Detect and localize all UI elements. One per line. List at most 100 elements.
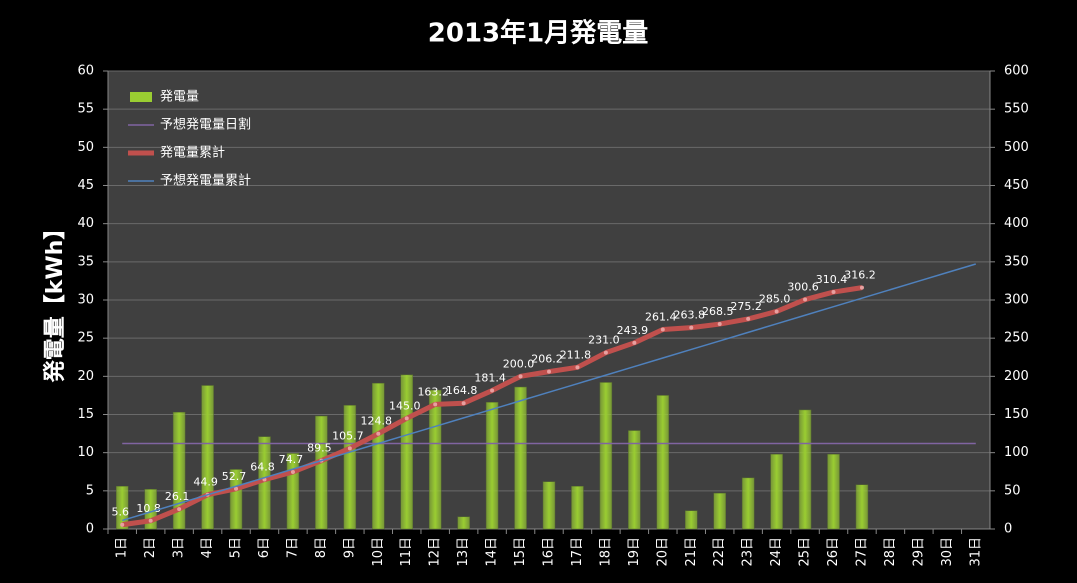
value-label: 275.2 [730,300,762,313]
x-tick-label: 8日 [314,537,329,558]
x-tick-label: 7日 [285,537,300,558]
marker [746,316,751,321]
marker [148,518,153,523]
y2-tick-label: 450 [1004,178,1029,193]
y-tick-label: 5 [86,483,94,498]
marker [803,297,808,302]
x-tick-label: 17日 [570,537,585,567]
y-tick-label: 50 [77,140,94,155]
x-tick-label: 3日 [172,537,187,558]
marker [347,446,352,451]
y-tick-label: 55 [77,102,94,117]
x-tick-label: 18日 [598,537,613,567]
value-label: 5.6 [111,506,129,519]
chart-title: 2013年1月発電量 [428,18,648,49]
bar [514,386,527,530]
value-label: 261.4 [645,310,677,323]
marker [120,522,125,527]
y-tick-label: 60 [77,64,94,79]
value-label: 163.2 [417,385,449,398]
bar [201,385,214,530]
bar [855,484,869,530]
bar [343,405,357,530]
value-label: 243.9 [617,324,649,337]
y2-tick-label: 150 [1004,407,1029,422]
x-tick-label: 10日 [371,537,386,567]
marker [490,388,495,393]
value-label: 145.0 [389,399,421,412]
legend-label: 発電量累計 [160,145,225,161]
value-label: 310.4 [816,273,848,286]
marker [547,369,551,374]
marker [660,327,665,332]
x-tick-label: 28日 [883,537,898,567]
y2-tick-label: 200 [1004,369,1029,384]
value-label: 211.8 [560,348,592,361]
x-tick-label: 15日 [513,537,528,567]
x-tick-label: 2日 [143,537,158,558]
y2-tick-label: 50 [1004,483,1021,498]
x-tick-label: 29日 [911,537,926,567]
bar [628,430,641,530]
value-label: 231.0 [588,334,620,347]
value-label: 10.8 [136,502,161,515]
x-tick-label: 22日 [712,537,727,567]
y-tick-label: 20 [77,369,94,384]
marker [575,365,580,370]
y-tick-label: 25 [77,331,94,346]
x-tick-label: 4日 [200,537,215,558]
bar [372,382,385,530]
y-tick-label: 45 [77,178,94,193]
line [122,263,976,522]
bar [315,415,328,530]
value-label: 285.0 [759,292,791,305]
marker [717,322,722,327]
y-tick-label: 10 [77,445,94,460]
bar [599,382,613,530]
legend-label: 発電量 [160,90,199,105]
y2-tick-label: 300 [1004,293,1029,308]
value-label: 206.2 [531,353,563,366]
y-axis-title: 発電量【kWh】 [43,218,68,384]
y-tick-label: 15 [77,407,94,422]
value-label: 316.2 [844,269,876,282]
x-tick-label: 21日 [684,537,699,567]
x-tick-label: 25日 [798,537,813,567]
y2-tick-label: 100 [1004,445,1029,460]
value-label: 124.8 [361,415,393,428]
marker [290,469,295,474]
x-tick-label: 19日 [627,537,642,567]
legend-label: 予想発電量日割 [160,117,251,133]
bar [485,402,499,530]
x-tick-label: 16日 [542,537,557,567]
x-tick-label: 9日 [342,537,357,558]
value-label: 105.7 [332,429,364,442]
bar [457,516,470,530]
x-tick-label: 6日 [257,537,272,558]
y2-tick-label: 350 [1004,254,1029,269]
x-tick-label: 30日 [940,537,955,567]
bar [685,510,698,530]
x-tick-label: 13日 [456,537,471,567]
value-label: 64.8 [250,461,275,474]
value-label: 164.8 [446,384,478,397]
bar [115,486,129,530]
marker [518,374,523,379]
value-label: 74.7 [279,453,304,466]
y2-tick-label: 500 [1004,140,1029,155]
marker [632,340,637,345]
bar [798,409,812,530]
y-tick-label: 35 [77,254,94,269]
y-tick-label: 0 [86,522,94,537]
y2-tick-label: 250 [1004,331,1029,346]
y2-tick-label: 550 [1004,102,1029,117]
y2-tick-label: 400 [1004,216,1029,231]
marker [234,486,239,491]
bar [400,374,413,530]
y-tick-label: 30 [77,293,94,308]
value-label: 52.7 [222,470,247,483]
y2-tick-label: 0 [1004,522,1012,537]
bar [172,411,186,530]
marker [603,350,608,355]
